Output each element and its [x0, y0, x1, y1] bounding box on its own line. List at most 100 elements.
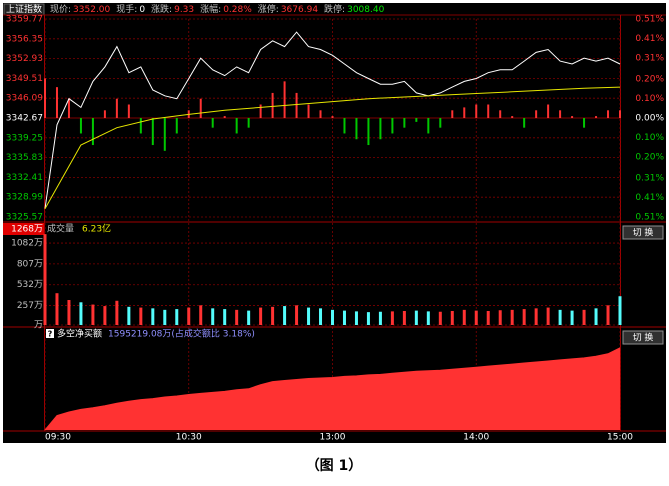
- pressure-bar: [523, 118, 526, 128]
- y2-tick-label: 0.10%: [635, 133, 664, 143]
- x-tick-label: 10:30: [176, 433, 202, 443]
- x-tick-label: 13:00: [320, 433, 346, 443]
- y2-tick-label: 0.51%: [635, 15, 664, 25]
- y-tick-label: 3346.09: [6, 94, 43, 104]
- price-line: [44, 86, 621, 209]
- x-tick-label: 15:00: [607, 433, 633, 443]
- x-tick-label: 09:30: [45, 433, 71, 443]
- pressure-bar: [139, 118, 142, 134]
- volume-bar: [115, 300, 119, 325]
- y-tick-label: 3356.35: [6, 34, 43, 44]
- volume-bar: [498, 310, 502, 325]
- y-tick-label: 3328.99: [6, 193, 43, 203]
- y2-tick-label: 0.10%: [635, 94, 664, 104]
- volume-bar: [151, 308, 155, 325]
- y-tick-label: 3325.57: [6, 213, 43, 223]
- pressure-bar: [319, 110, 322, 118]
- volume-bar: [558, 309, 562, 325]
- info-value: 9.33: [174, 5, 194, 15]
- volume-tick-label: 1082万: [11, 239, 43, 249]
- pressure-bar: [475, 104, 478, 118]
- volume-bar: [582, 309, 586, 325]
- pressure-bar: [403, 118, 406, 128]
- net-area: [44, 347, 621, 431]
- pressure-bar: [595, 116, 598, 118]
- pressure-bar: [583, 118, 586, 128]
- pressure-bar: [115, 98, 118, 118]
- info-value: 3008.40: [347, 5, 384, 15]
- volume-bar: [259, 307, 263, 325]
- volume-tick-label: 1268万: [11, 225, 43, 235]
- y-tick-label: 3342.67: [6, 114, 43, 124]
- volume-bar: [331, 309, 334, 325]
- y2-tick-label: 0.20%: [635, 75, 664, 85]
- pressure-bar: [211, 118, 214, 128]
- volume-bar: [342, 310, 346, 325]
- info-value: 0.28%: [223, 5, 252, 15]
- icon-box: [46, 329, 54, 338]
- net-title: 多空净买额: [57, 328, 102, 340]
- volume-bar: [390, 311, 394, 325]
- y2-tick-label: 0.51%: [635, 213, 664, 223]
- volume-bar: [414, 310, 418, 325]
- pressure-bar: [271, 92, 274, 118]
- volume-bar: [43, 234, 47, 325]
- y2-tick-label: 0.31%: [635, 53, 664, 63]
- volume-bar: [175, 309, 179, 325]
- pressure-bar: [79, 118, 82, 134]
- volume-bar: [354, 311, 358, 325]
- volume-bar: [211, 308, 215, 325]
- pressure-bar: [163, 118, 166, 151]
- volume-bar: [67, 300, 71, 325]
- switch-button[interactable]: [622, 330, 664, 345]
- switch-button-label[interactable]: 切 换: [633, 332, 654, 344]
- info-value: 3676.94: [281, 5, 318, 15]
- switch-button-label[interactable]: 切 换: [633, 227, 654, 239]
- y-tick-label: 3359.77: [6, 15, 43, 25]
- volume-bar: [127, 306, 131, 325]
- volume-title: 成交量: [47, 223, 74, 235]
- pressure-bar: [559, 110, 562, 118]
- info-value: 3352.00: [73, 5, 110, 15]
- volume-bar: [450, 310, 454, 325]
- net-icon: ?: [48, 330, 53, 339]
- pressure-bar: [391, 118, 394, 134]
- pressure-bar: [571, 116, 574, 118]
- pressure-bar: [379, 118, 382, 140]
- volume-bar: [199, 305, 203, 325]
- volume-bar: [546, 307, 550, 325]
- net-area-fill: [45, 347, 620, 430]
- pressure-bar: [331, 116, 334, 118]
- pressure-bar: [199, 98, 202, 118]
- y2-tick-label: 0.41%: [635, 193, 664, 203]
- switch-button[interactable]: [622, 225, 664, 240]
- pressure-bar: [283, 81, 286, 118]
- chart-title: 上证指数: [6, 3, 42, 15]
- volume-bar: [378, 311, 382, 325]
- volume-bar: [570, 310, 574, 325]
- pressure-bar: [67, 98, 70, 118]
- pressure-bar: [151, 118, 154, 146]
- pressure-bar: [451, 110, 454, 118]
- pressure-bar: [547, 104, 550, 118]
- volume-bar: [295, 305, 299, 325]
- pressure-bar: [44, 78, 46, 118]
- pressure-bar: [295, 92, 298, 118]
- pressure-bar: [499, 110, 502, 118]
- volume-bar: [462, 309, 466, 325]
- info-value: 0: [139, 5, 145, 15]
- pressure-bar: [511, 116, 514, 118]
- volume-tick-label: 257万: [17, 301, 43, 311]
- volume-bar: [618, 296, 622, 325]
- volume-bar: [139, 307, 143, 325]
- pressure-bar: [427, 118, 430, 134]
- volume-bar: [426, 311, 430, 325]
- info-label: 涨停:: [258, 3, 279, 15]
- volume-total: 6.23亿: [82, 223, 111, 235]
- volume-bar: [366, 312, 370, 325]
- y2-tick-label: 0.41%: [635, 34, 664, 44]
- volume-bar: [247, 310, 251, 325]
- pressure-bar: [607, 110, 610, 118]
